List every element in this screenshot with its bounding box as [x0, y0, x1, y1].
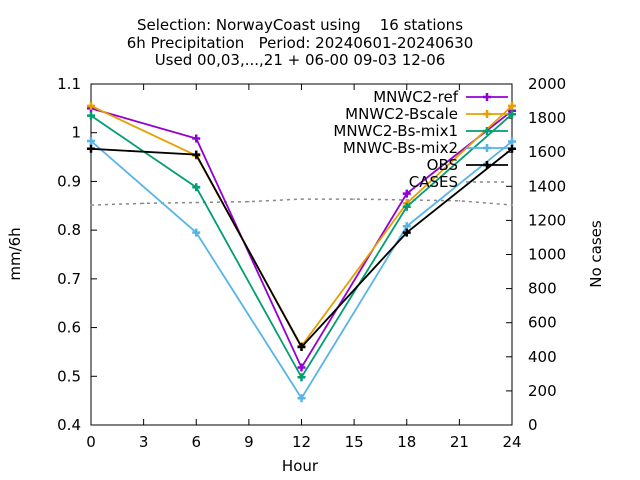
- x-tick-label: 21: [450, 433, 469, 451]
- data-point: [297, 343, 306, 352]
- y2-tick-label: 1800: [528, 109, 566, 127]
- chart-title: Selection: NorwayCoast using 16 stations…: [127, 16, 474, 69]
- data-point: [402, 189, 411, 198]
- x-tick-label: 3: [139, 433, 149, 451]
- ticks-layer: 0 3 6 9 12 15 18 21 24 0.4 0.5 0.6 0.7 0.8 0.9 1 1.1 0 200…: [57, 75, 566, 451]
- data-point: [87, 111, 95, 120]
- y-tick-label: 0.5: [57, 367, 81, 385]
- data-point: [192, 228, 201, 237]
- data-point: [402, 202, 411, 211]
- data-point: [508, 144, 516, 153]
- y2-tick-label: 600: [528, 314, 557, 332]
- y2-axis-label: No cases: [587, 220, 605, 288]
- x-tick-label: 18: [397, 433, 416, 451]
- legend-marker: [483, 93, 491, 101]
- data-point: [508, 137, 516, 146]
- series-obs: [87, 144, 516, 352]
- x-tick-label: 6: [191, 433, 201, 451]
- cases-point: [195, 201, 198, 204]
- legend-label: MNWC2-Bscale: [345, 105, 458, 123]
- y2-tick-label: 1400: [528, 177, 566, 195]
- data-point: [192, 183, 201, 192]
- cases-point: [511, 204, 513, 206]
- x-tick-label: 12: [292, 433, 311, 451]
- title-line-3: Used 00,03,...,21 + 06-00 09-03 12-06: [155, 51, 446, 69]
- legend-label: OBS: [427, 156, 458, 174]
- data-point: [87, 101, 95, 110]
- x-tick-label: 15: [345, 433, 364, 451]
- y2-tick-label: 2000: [528, 75, 566, 93]
- cases-point: [353, 198, 355, 200]
- title-line-1: Selection: NorwayCoast using 16 stations: [137, 16, 463, 34]
- data-point: [297, 363, 306, 372]
- y2-tick-label: 200: [528, 382, 557, 400]
- y-axis-label: mm/6h: [6, 227, 24, 280]
- data-point: [297, 394, 306, 403]
- cases-point: [90, 204, 92, 206]
- y2-tick-label: 800: [528, 280, 557, 298]
- data-point: [297, 373, 306, 382]
- data-point: [87, 144, 95, 153]
- y2-tick-label: 1000: [528, 246, 566, 264]
- data-point: [87, 136, 95, 145]
- legend-label: MNWC-Bs-mix2: [343, 139, 458, 157]
- y-tick-label: 1.1: [57, 75, 81, 93]
- legend-label: MNWC2-Bs-mix1: [333, 122, 458, 140]
- data-point: [508, 110, 516, 119]
- data-point: [508, 101, 516, 110]
- legend-label: CASES: [409, 173, 458, 191]
- y2-tick-label: 1200: [528, 211, 566, 229]
- legend-label: MNWC2-ref: [373, 88, 458, 106]
- series-layer: [87, 101, 516, 403]
- series-mnwc-bs-mix2: [87, 136, 516, 403]
- y-tick-label: 0.8: [57, 221, 81, 239]
- series-mnwc2-bs-mix1: [87, 110, 516, 382]
- data-point: [402, 228, 411, 237]
- legend: MNWC2-refMNWC2-BscaleMNWC2-Bs-mix1MNWC-B…: [333, 88, 508, 191]
- y-tick-label: 0.9: [57, 172, 81, 190]
- x-tick-label: 24: [502, 433, 521, 451]
- y2-tick-label: 0: [528, 416, 538, 434]
- y-tick-label: 0.4: [57, 416, 81, 434]
- legend-marker: [483, 161, 491, 169]
- y-tick-label: 0.6: [57, 319, 81, 337]
- y2-tick-label: 1600: [528, 143, 566, 161]
- legend-marker: [483, 110, 491, 118]
- cases-point: [458, 199, 461, 202]
- x-axis-label: Hour: [282, 457, 319, 475]
- title-line-2: 6h Precipitation Period: 20240601-202406…: [127, 34, 474, 52]
- x-tick-label: 0: [86, 433, 96, 451]
- y-tick-label: 1: [71, 124, 81, 142]
- cases-point: [300, 198, 303, 200]
- y2-tick-label: 400: [528, 348, 557, 366]
- cases-point: [248, 200, 250, 203]
- legend-marker: [483, 127, 491, 135]
- data-point: [192, 134, 201, 143]
- data-point: [192, 150, 201, 159]
- legend-marker: [483, 144, 491, 152]
- y-tick-label: 0.7: [57, 270, 81, 288]
- cases-point: [142, 202, 145, 205]
- x-tick-label: 9: [244, 433, 254, 451]
